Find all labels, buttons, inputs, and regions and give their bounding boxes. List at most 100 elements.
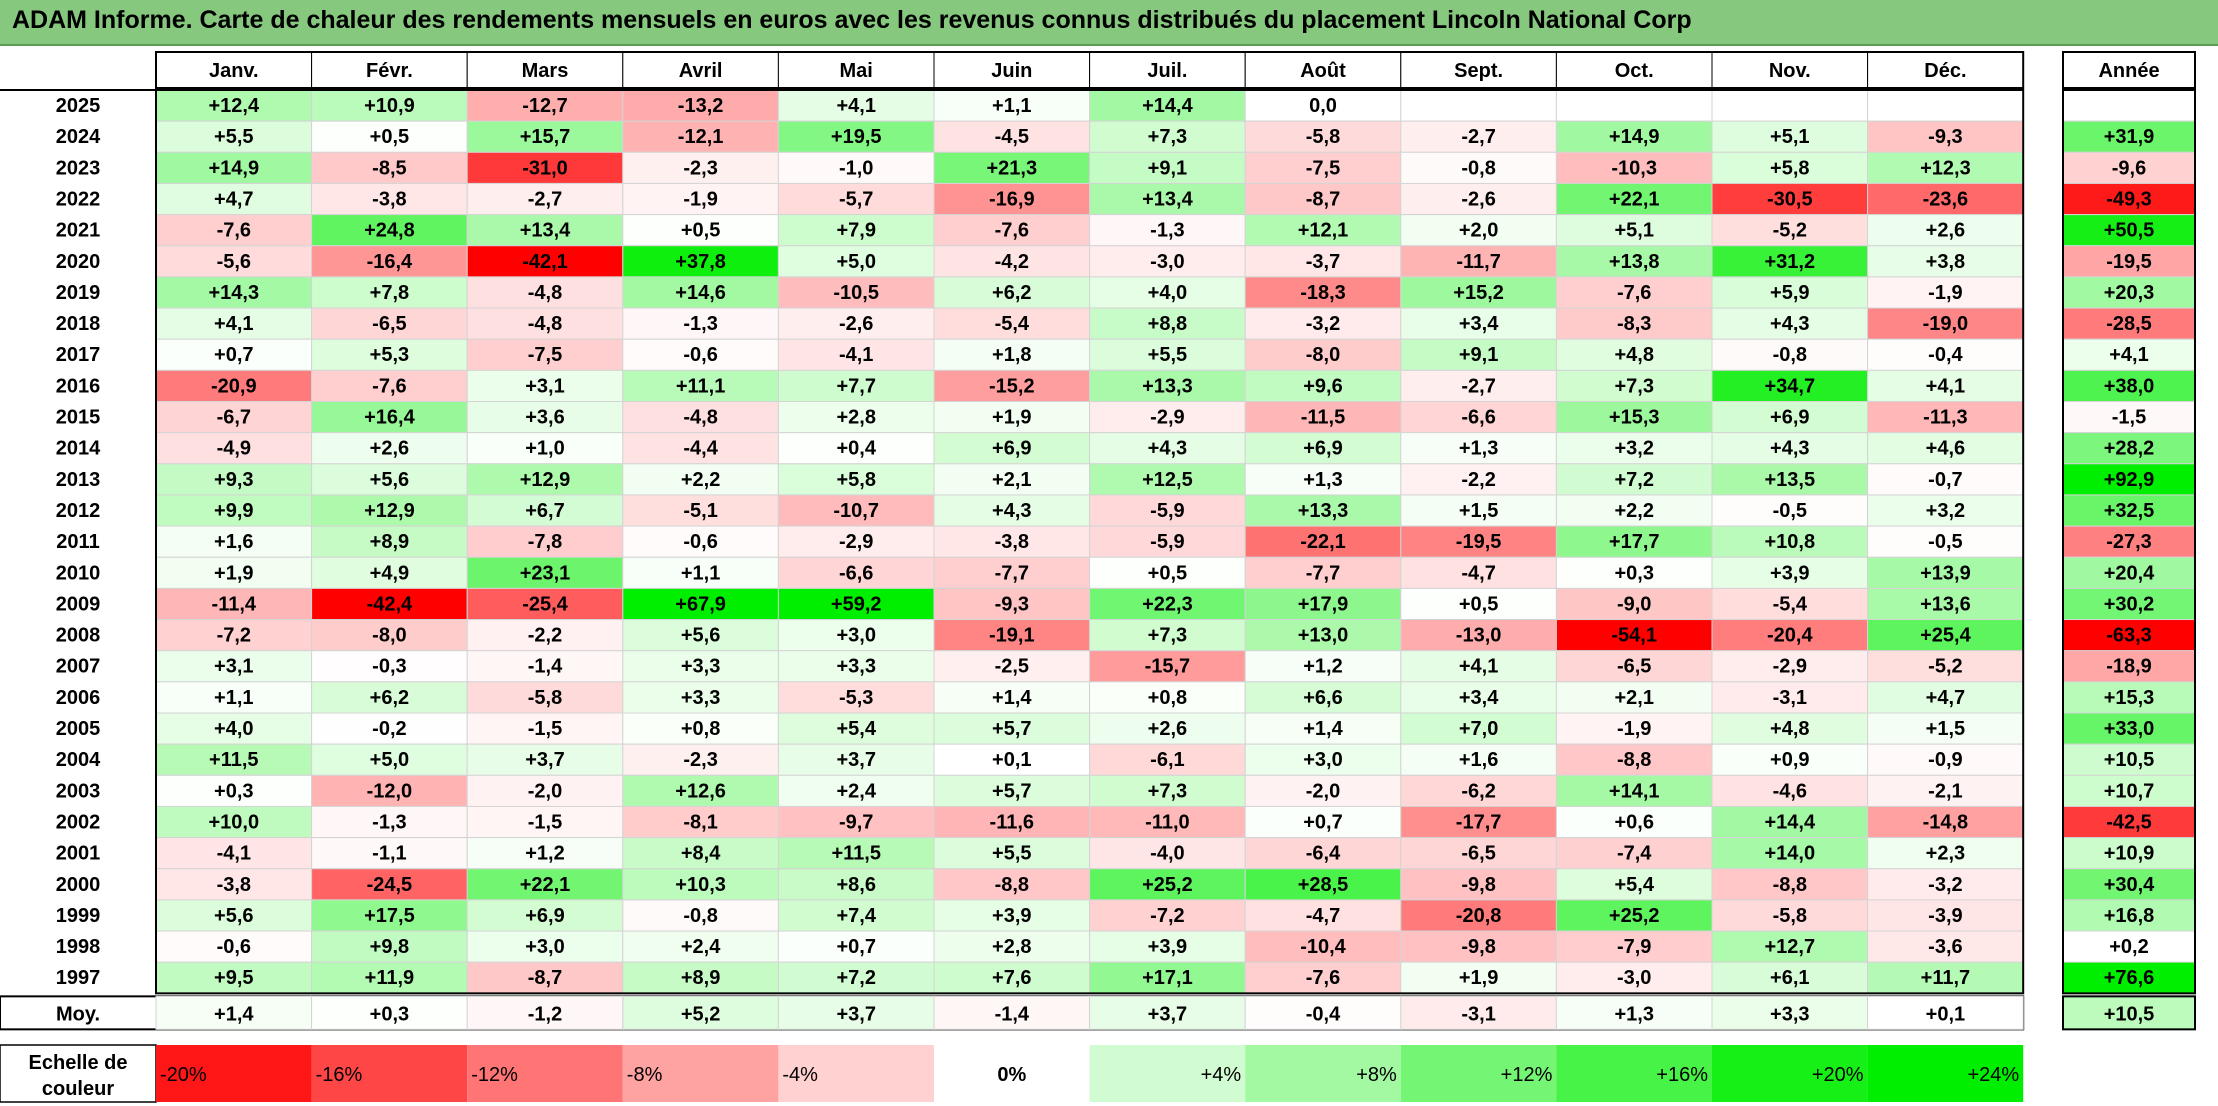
cell-value-label: -5,6 (217, 251, 251, 273)
cell-value-label: +4,3 (1770, 313, 1809, 335)
average-annual-label: +10,5 (2104, 1003, 2155, 1025)
average-cell (1244, 995, 1402, 1030)
title-bar: ADAM Informe. Carte de chaleur des rende… (0, 0, 2218, 46)
cell-value-label: -9,7 (839, 811, 873, 833)
heatmap-cell (1089, 930, 1246, 963)
scale-label-cell (0, 1044, 157, 1103)
heatmap-cell (622, 525, 779, 558)
heatmap-cell (1244, 681, 1402, 714)
cell-value-label: +6,9 (1770, 407, 1809, 429)
heatmap-cell (1089, 120, 1246, 153)
scale-swatch-label: +12% (1501, 1064, 1553, 1086)
cell-value-label: +5,7 (992, 780, 1031, 802)
annual-header-cell (2062, 51, 2196, 89)
heatmap-cell (1244, 432, 1402, 465)
heatmap-cell (622, 681, 779, 714)
cell-value-label: +19,5 (831, 126, 882, 148)
heatmap-cell (1244, 307, 1402, 340)
cell-value-label: -11,7 (1456, 251, 1500, 273)
average-value-label: -3,1 (1461, 1003, 1495, 1025)
heatmap-cell (622, 930, 779, 963)
heatmap-cell (155, 868, 313, 901)
cell-value-label: +1,6 (214, 531, 253, 553)
heatmap-cell (311, 774, 468, 807)
annual-value-label: -28,5 (2106, 313, 2152, 335)
cell-value-label: -20,9 (211, 375, 257, 397)
cell-value-label: -7,8 (528, 531, 562, 553)
annual-cell (2062, 681, 2196, 714)
average-value-label: +3,7 (836, 1003, 875, 1025)
cell-value-label: +4,7 (214, 188, 253, 210)
heatmap-cell (1244, 743, 1402, 776)
cell-value-label: +3,1 (525, 375, 564, 397)
heatmap-cell (622, 837, 779, 870)
cell-value-label: +12,6 (675, 780, 726, 802)
annual-cell (2062, 276, 2196, 309)
heatmap-cell (777, 525, 935, 558)
average-label: Moy. (56, 1003, 100, 1025)
heatmap-cell (311, 151, 468, 184)
cell-value-label: +1,3 (1459, 438, 1498, 460)
heatmap-cell (1244, 525, 1402, 558)
heatmap-cell (1867, 837, 2024, 870)
annual-value-label: +0,2 (2109, 936, 2148, 958)
cell-value-label: -8,0 (1306, 344, 1340, 366)
year-label: 2017 (56, 344, 101, 366)
heatmap-cell (622, 494, 779, 527)
month-header-cell (1555, 51, 1713, 89)
average-cell (311, 995, 468, 1030)
year-label: 2008 (56, 625, 101, 647)
cell-value-label: +9,8 (370, 936, 409, 958)
cell-value-label: +2,8 (992, 936, 1031, 958)
heatmap-cell (1089, 899, 1246, 932)
cell-value-label: +16,4 (364, 407, 415, 429)
year-label: 2007 (56, 656, 101, 678)
heatmap-cell (1711, 401, 1869, 434)
cell-value-label: +14,9 (1609, 126, 1660, 148)
cell-value-label: -6,6 (1461, 407, 1495, 429)
cell-value-label: -8,7 (528, 967, 562, 989)
heatmap-cell (466, 525, 624, 558)
cell-value-label: +0,5 (1148, 562, 1187, 584)
cell-value-label: -8,8 (1773, 874, 1807, 896)
cell-value-label: +4,3 (1770, 438, 1809, 460)
cell-value-label: -12,1 (678, 126, 724, 148)
average-value-label: -0,4 (1306, 1003, 1341, 1025)
annual-value-label: +31,9 (2104, 126, 2155, 148)
cell-value-label: +6,2 (992, 282, 1031, 304)
cell-value-label: +3,9 (992, 905, 1031, 927)
scale-label-line2: couleur (42, 1078, 114, 1100)
heatmap-cell (777, 712, 935, 745)
heatmap-cell (1555, 681, 1713, 714)
cell-value-label: +4,0 (1148, 282, 1187, 304)
heatmap-cell (1867, 494, 2024, 527)
cell-value-label: -1,3 (683, 313, 717, 335)
cell-value-label: -4,8 (528, 282, 562, 304)
header-frame (155, 51, 2025, 89)
year-label: 2021 (56, 220, 101, 242)
heatmap-cell (933, 525, 1091, 558)
cell-value-label: -0,5 (1928, 531, 1962, 553)
cell-value-label: +17,7 (1609, 531, 1660, 553)
heatmap-cell (1089, 681, 1246, 714)
cell-value-label: +1,1 (681, 562, 720, 584)
heatmap-cell (311, 681, 468, 714)
annual-value-label: +4,1 (2109, 344, 2148, 366)
heatmap-cell (1711, 182, 1869, 216)
cell-value-label: -4,8 (683, 407, 717, 429)
scale-swatch (1712, 1045, 1868, 1102)
heatmap-cell (1400, 899, 1557, 932)
heatmap-cell (777, 463, 935, 496)
cell-value-label: +2,2 (1614, 500, 1653, 522)
heatmap-cell (1244, 214, 1402, 247)
heatmap-cell (933, 338, 1091, 371)
year-label: 2018 (56, 313, 101, 335)
cell-value-label: +2,4 (681, 936, 721, 958)
heatmap-cell (777, 89, 935, 122)
cell-value-label: +0,5 (681, 220, 720, 242)
cell-value-label: +14,9 (208, 157, 259, 179)
cell-value-label: -19,1 (989, 625, 1035, 647)
heatmap-cell (933, 930, 1091, 963)
average-cell (1400, 995, 1557, 1030)
cell-value-label: -2,9 (1150, 407, 1184, 429)
